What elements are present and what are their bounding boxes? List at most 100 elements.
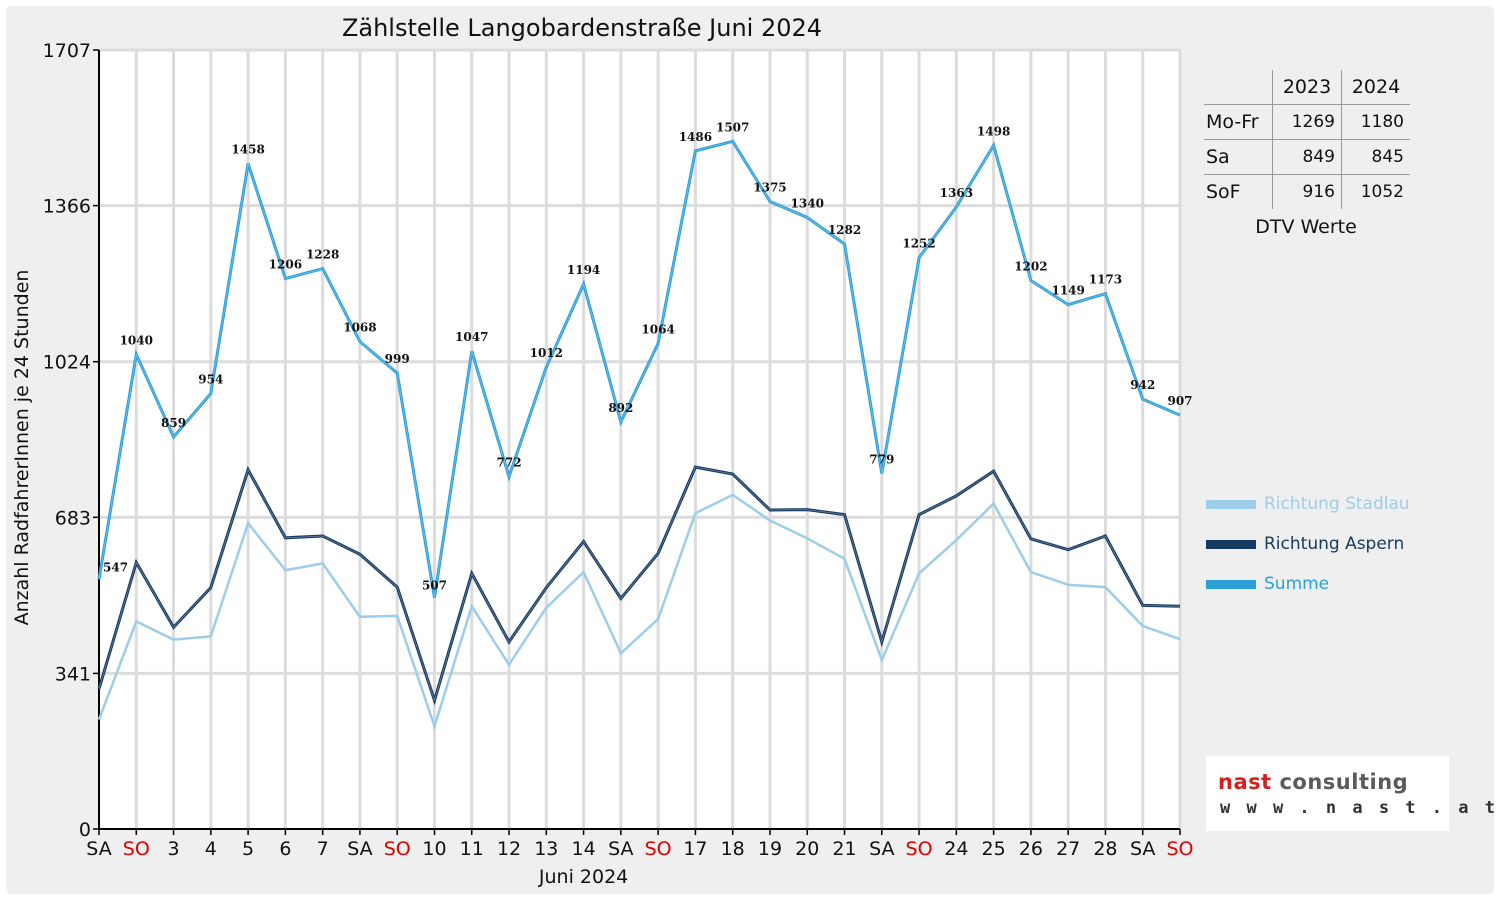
x-tick-label: SA	[869, 838, 894, 860]
dtv-value-2024: 1052	[1341, 174, 1410, 209]
logo-name: nast consulting	[1218, 770, 1408, 794]
x-tick-label: SA	[347, 838, 372, 860]
dtv-row-sof: SoF 916 1052	[1204, 174, 1410, 209]
legend-label-summe: Summe	[1264, 574, 1330, 594]
dtv-value-2023: 1269	[1272, 104, 1342, 140]
data-label: 1340	[791, 196, 824, 210]
x-axis-label: Juni 2024	[538, 866, 628, 888]
x-tick-label: SA	[1130, 838, 1155, 860]
legend-swatch-summe	[1206, 579, 1256, 589]
x-tick-label: SO	[384, 838, 411, 860]
dtv-caption: DTV Werte	[1255, 216, 1357, 238]
x-tick-label: 3	[168, 838, 180, 860]
data-label: 547	[103, 560, 128, 574]
data-label: 1206	[269, 258, 302, 272]
x-tick-label: 28	[1093, 838, 1117, 860]
series-line-aspern	[97, 465, 1181, 706]
data-label: 1282	[828, 223, 861, 237]
series-line-stadlau	[97, 493, 1181, 731]
data-label: 954	[198, 373, 223, 387]
x-tick-label: 4	[205, 838, 217, 860]
x-tick-label: 14	[571, 838, 595, 860]
dtv-row-label: SoF	[1204, 174, 1273, 209]
series-line-highlight	[98, 140, 1181, 598]
legend-item-summe: Summe	[1206, 574, 1329, 596]
logo-brand-suffix: consulting	[1279, 770, 1409, 794]
y-tick-label: 1707	[43, 40, 91, 62]
data-label: 1458	[231, 143, 264, 157]
y-tick-label: 341	[55, 663, 91, 685]
dtv-value-2023: 916	[1272, 174, 1342, 209]
x-tick-label: SO	[645, 838, 672, 860]
dtv-row-sa: Sa 849 845	[1204, 139, 1410, 175]
x-tick-label: SA	[608, 838, 633, 860]
dtv-header-empty	[1204, 70, 1273, 105]
logo-url: w w w . n a s t . a t	[1220, 798, 1498, 818]
x-tick-label: SO	[123, 838, 150, 860]
data-label: 942	[1130, 378, 1155, 392]
x-tick-label: 10	[422, 838, 446, 860]
data-label: 779	[869, 452, 894, 466]
x-tick-label: 13	[534, 838, 558, 860]
dtv-row-label: Mo-Fr	[1204, 104, 1273, 140]
dtv-row-mofr: Mo-Fr 1269 1180	[1204, 104, 1410, 140]
data-label: 907	[1167, 394, 1192, 408]
data-label: 1363	[940, 186, 973, 200]
y-tick-label: 1366	[43, 196, 91, 218]
x-tick-label: 20	[795, 838, 819, 860]
dtv-value-2024: 845	[1341, 139, 1410, 175]
dtv-row-label: Sa	[1204, 139, 1273, 175]
dtv-header-2024: 2024	[1341, 70, 1410, 105]
legend-label-stadlau: Richtung Stadlau	[1264, 494, 1410, 514]
data-label: 1507	[716, 120, 749, 134]
x-tick-label: 26	[1019, 838, 1043, 860]
data-label: 1498	[977, 124, 1010, 138]
data-label: 892	[608, 401, 633, 415]
x-tick-label: 21	[832, 838, 856, 860]
dtv-header-2023: 2023	[1272, 70, 1342, 105]
x-tick-label: 11	[460, 838, 484, 860]
x-tick-label: 6	[279, 838, 291, 860]
chart-title: Zählstelle Langobardenstraße Juni 2024	[342, 14, 822, 42]
x-tick-label: 27	[1056, 838, 1080, 860]
data-label: 1012	[530, 346, 563, 360]
line-chart: 0 341 683 1024 1366 1707 SA SO 3 4 5 6 7 SA SO 10 11 12 13…	[11, 14, 1194, 888]
data-label: 1064	[641, 322, 674, 336]
dtv-table: 2023 2024 Mo-Fr 1269 1180 Sa 849 845 SoF…	[1204, 70, 1410, 209]
logo-brand: nast	[1218, 770, 1272, 794]
x-tick-label: 17	[683, 838, 707, 860]
data-label: 1375	[753, 181, 786, 195]
x-tick-label: 24	[944, 838, 968, 860]
x-tick-label: SA	[86, 838, 111, 860]
legend-item-stadlau: Richtung Stadlau	[1206, 494, 1410, 516]
dtv-value-2024: 1180	[1341, 104, 1410, 140]
data-label: 1040	[120, 333, 153, 347]
y-axis-label: Anzahl RadfahrerInnen je 24 Stunden	[11, 270, 33, 626]
x-tick-label: 5	[242, 838, 254, 860]
legend-label-aspern: Richtung Aspern	[1264, 534, 1405, 554]
x-tick-label: SO	[906, 838, 933, 860]
data-label: 859	[161, 416, 186, 430]
data-label: 772	[497, 456, 522, 470]
data-label: 1149	[1051, 284, 1084, 298]
x-tick-label: 18	[721, 838, 745, 860]
dtv-header-row: 2023 2024	[1204, 70, 1410, 105]
data-label: 1228	[306, 248, 339, 262]
y-tick-label: 0	[79, 819, 91, 841]
data-label: 507	[422, 579, 447, 593]
company-logo: nast consulting w w w . n a s t . a t	[1206, 756, 1495, 831]
plot-area	[99, 50, 1180, 829]
x-tick-label: 12	[497, 838, 521, 860]
series-line-summe	[97, 139, 1181, 598]
legend-item-aspern: Richtung Aspern	[1206, 534, 1404, 556]
dtv-value-2023: 849	[1272, 139, 1342, 175]
chart-frame: 0 341 683 1024 1366 1707 SA SO 3 4 5 6 7 SA SO 10 11 12 13…	[6, 6, 1495, 894]
x-tick-label: 19	[758, 838, 782, 860]
x-tick-label: SO	[1166, 838, 1193, 860]
y-tick-label: 683	[55, 507, 91, 529]
data-label: 1068	[343, 321, 376, 335]
series-line-highlight	[98, 466, 1181, 702]
legend-swatch-stadlau	[1206, 499, 1256, 509]
data-label: 1047	[455, 330, 488, 344]
legend-swatch-aspern	[1206, 539, 1256, 549]
